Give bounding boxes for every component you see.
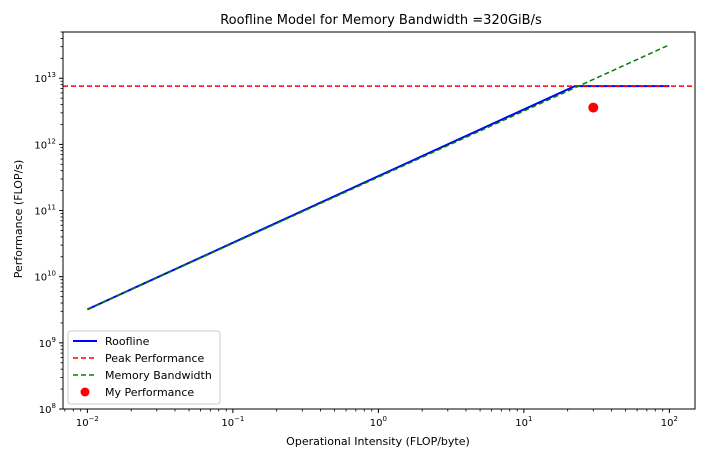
legend-label-my-performance: My Performance bbox=[105, 386, 194, 399]
x-tick-label: 100 bbox=[370, 415, 387, 429]
legend-label-roofline: Roofline bbox=[105, 335, 150, 348]
roofline-line bbox=[86, 85, 670, 311]
plot-series bbox=[63, 44, 695, 311]
y-tick-label: 1013 bbox=[34, 71, 56, 85]
my-performance-point bbox=[588, 102, 599, 113]
y-tick-label: 1010 bbox=[34, 270, 56, 284]
y-tick-label: 108 bbox=[39, 402, 56, 416]
x-tick-label: 10−2 bbox=[76, 415, 99, 429]
x-axis-label: Operational Intensity (FLOP/byte) bbox=[286, 435, 470, 448]
y-tick-label: 1011 bbox=[34, 204, 56, 218]
chart-title: Roofline Model for Memory Bandwidth =320… bbox=[220, 13, 542, 28]
y-axis: 108 109 1010 1011 1012 1013 bbox=[34, 31, 63, 416]
x-axis: 10−2 10−1 100 101 102 bbox=[64, 409, 678, 429]
legend-label-memory-bandwidth: Memory Bandwidth bbox=[105, 369, 212, 382]
x-tick-label: 101 bbox=[515, 415, 532, 429]
y-tick-label: 109 bbox=[39, 336, 56, 350]
x-tick-label: 102 bbox=[661, 415, 678, 429]
legend-marker-my-performance bbox=[80, 387, 90, 397]
y-axis-label: Performance (FLOP/s) bbox=[12, 160, 25, 279]
legend: Roofline Peak Performance Memory Bandwidth… bbox=[67, 330, 221, 405]
y-tick-label: 1012 bbox=[34, 137, 56, 151]
memory-bandwidth-line bbox=[87, 44, 670, 311]
legend-label-peak-performance: Peak Performance bbox=[105, 352, 205, 365]
legend-box bbox=[67, 330, 221, 405]
x-tick-label: 10−1 bbox=[221, 415, 244, 429]
